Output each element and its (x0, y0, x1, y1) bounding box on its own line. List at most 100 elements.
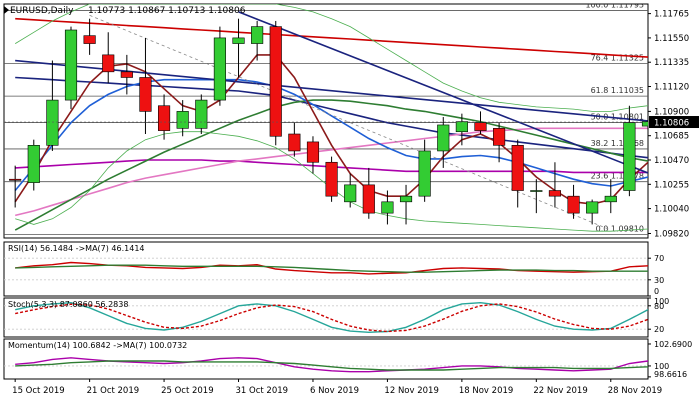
candles (9, 18, 648, 225)
date-tick-label: 6 Nov 2019 (310, 386, 359, 396)
bull-candle-body (176, 111, 189, 129)
navy-ma-line (15, 76, 648, 159)
price-tick-label: 1.11335 (654, 58, 689, 68)
bull-candle-body (641, 121, 648, 127)
upper-channel-line (15, 59, 648, 122)
pink-ma-line (15, 127, 648, 217)
momentum-series-0 (15, 357, 648, 373)
date-tick-label: 31 Oct 2019 (236, 386, 289, 396)
current-price-tag (649, 116, 699, 129)
bollinger-upper-line (14, 4, 648, 112)
stochastic-tick-label: 100 (654, 297, 669, 306)
stochastic-series-0 (15, 301, 648, 334)
price-tick-label: 1.10255 (654, 180, 689, 190)
bull-candle-body (586, 201, 599, 214)
bear-candle-body (474, 122, 487, 131)
green-ma-line (14, 99, 648, 231)
bull-candle-body (213, 37, 226, 101)
date-tick-label: 28 Nov 2019 (608, 386, 662, 396)
fib-level-label: 100.0 1.11793 (585, 0, 644, 9)
bull-candle-body (437, 124, 450, 152)
momentum-tick-label: 100 (654, 362, 669, 371)
bull-candle-body (344, 184, 357, 203)
date-tick-label: 25 Oct 2019 (161, 386, 214, 396)
bear-candle-body (511, 145, 524, 191)
date-tick-label: 22 Nov 2019 (533, 386, 587, 396)
date-tick-label: 18 Nov 2019 (459, 386, 513, 396)
fib-level-label: 50.0 1.10801 (591, 113, 644, 122)
price-tick-label: 1.10470 (654, 156, 689, 166)
fib-level-label: 38.2 1.10568 (591, 139, 644, 148)
rsi-label: RSI(14) 56.1484 ->MA(7) 46.1414 (8, 244, 145, 253)
rsi-panel-frame (3, 241, 649, 297)
bear-candle-body (362, 184, 375, 214)
bollinger-lower-line (15, 131, 648, 232)
bear-candle-body (288, 133, 301, 152)
price-tick-label: 1.10685 (654, 132, 689, 142)
rsi-plot-area (4, 257, 648, 281)
symbol-timeframe-label: EURUSD,Daily (10, 6, 74, 16)
rsi-series-1 (15, 264, 648, 273)
bear-candle-body (139, 77, 152, 112)
price-tick-label: 1.09820 (654, 229, 689, 239)
momentum-tick-label: 98.6616 (654, 370, 687, 379)
price-tick-label: 1.11120 (654, 83, 689, 93)
current-price-label: 1.10806 (654, 119, 689, 129)
price-axis: 1.11765 1.11550 1.11335 1.11120 1.10900 1.106… (648, 10, 689, 239)
bull-candle-body (623, 122, 636, 191)
bear-candle-body (120, 71, 133, 78)
date-axis: 15 Oct 2019 21 Oct 2019 25 Oct 2019 31 Oct … (12, 379, 662, 396)
bull-candle-body (381, 201, 394, 214)
price-tick-label: 1.11765 (654, 10, 689, 20)
fib-level-label: 0.0 1.09810 (596, 225, 644, 234)
bull-candle-body (399, 195, 413, 203)
momentum-panel-frame (3, 338, 649, 380)
bear-candle-body (269, 26, 282, 137)
bear-candle-body (102, 54, 115, 73)
bull-candle-body (455, 121, 468, 133)
bull-candle-body (64, 29, 78, 101)
bear-candle-body (548, 190, 562, 197)
date-tick-label: 21 Oct 2019 (87, 386, 140, 396)
red-ma-line (15, 17, 648, 58)
bull-candle-body (418, 150, 431, 197)
bull-candle-body (195, 99, 208, 129)
magenta-ma-line (15, 159, 648, 174)
stochastic-label: Stoch(5,3,3) 87.0860 56.2838 (8, 300, 128, 309)
rsi-tick-label: 30 (654, 276, 664, 285)
price-tick-label: 1.10900 (654, 107, 689, 117)
bear-candle-body (567, 195, 580, 214)
fib-level-label: 23.6 1.10278 (591, 172, 644, 181)
descending-trendline (238, 11, 648, 174)
momentum-tick-label: 102.6900 (654, 340, 692, 349)
stochastic-tick-label: 80 (654, 302, 664, 311)
date-tick-label: 15 Oct 2019 (12, 386, 65, 396)
fib-level-label: 61.8 1.11035 (591, 86, 644, 95)
stochastic-series-1 (15, 303, 648, 333)
momentum-plot-area (4, 357, 648, 373)
bull-candle-body (604, 195, 617, 203)
bull-candle-body (27, 145, 40, 183)
bear-candle-body (493, 128, 506, 146)
price-plot-area: 100.0 1.11793 76.4 1.11325 61.8 1.11035 50.… (4, 0, 648, 236)
bear-candle-body (9, 178, 22, 181)
date-tick-label: 12 Nov 2019 (384, 386, 438, 396)
fib-level-label: 76.4 1.11325 (591, 53, 644, 62)
price-tick-label: 1.10040 (654, 205, 689, 215)
dashed-fib-line (89, 14, 611, 231)
bear-candle-body (157, 105, 171, 131)
momentum-series-1 (15, 360, 648, 371)
bear-candle-body (306, 141, 320, 163)
rsi-tick-label: 0 (654, 287, 659, 296)
momentum-label: Momentum(14) 100.6842 ->MA(7) 100.0732 (8, 341, 187, 350)
ohlc-header-label: 1.10773 1.10867 1.10713 1.10806 (88, 6, 246, 16)
bull-candle-body (46, 99, 59, 146)
header-triangle-icon (4, 6, 9, 14)
stochastic-tick-label: 20 (654, 325, 664, 334)
stochastic-panel-frame (3, 297, 649, 338)
price-tick-label: 1.11550 (654, 34, 689, 44)
rsi-tick-label: 70 (654, 254, 664, 263)
bull-candle-body (232, 37, 245, 44)
